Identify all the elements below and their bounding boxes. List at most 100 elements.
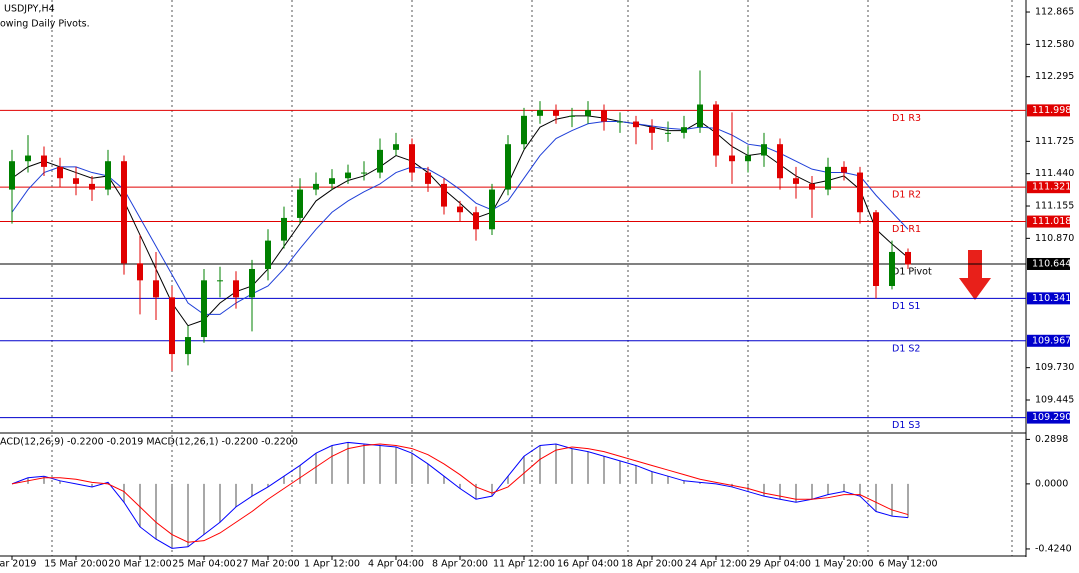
price-tag-label: 111.998 [1032, 105, 1071, 116]
candle-body [137, 263, 143, 281]
candle-body [473, 212, 479, 230]
candle-body [761, 144, 767, 156]
candle-body [201, 280, 207, 338]
candle-body [873, 212, 879, 286]
x-tick-label: 6 May 12:00 [878, 559, 937, 570]
macd-legend: ACD(12,26,9) -0.2200 -0.2019 MACD(12,26,… [0, 437, 298, 448]
y-tick-label: 0.2898 [1035, 434, 1068, 445]
candle-body [409, 144, 415, 173]
pivot-name: D1 R1 [892, 224, 921, 235]
x-tick-label: ar 2019 [0, 559, 36, 570]
candle-body [713, 104, 719, 156]
price-tag [1027, 104, 1070, 117]
indicator-note: owing Daily Pivots. [0, 19, 90, 30]
candle-body [857, 172, 863, 213]
x-tick-label: 1 Apr 12:00 [304, 559, 360, 570]
candle-body [153, 280, 159, 298]
pivot-name: D1 Pivot [892, 266, 932, 277]
indicator-line [11, 121, 909, 315]
candle-body [745, 155, 751, 162]
candle-body [569, 115, 575, 117]
candle-body [393, 144, 399, 150]
candle-body [265, 240, 271, 269]
pivot-name: D1 R3 [892, 113, 921, 124]
pivot-name: D1 S1 [892, 301, 920, 312]
candle-body [649, 127, 655, 133]
price-tag-label: 109.290 [1032, 412, 1071, 423]
pivot-name: D1 R2 [892, 190, 921, 201]
price-tag [1027, 257, 1070, 270]
x-tick-label: 25 Mar 04:00 [172, 559, 235, 570]
y-tick-label: 112.580 [1035, 39, 1074, 50]
candle-body [89, 183, 95, 190]
candle-body [905, 251, 911, 265]
candle-body [681, 127, 687, 133]
y-tick-label: 111.155 [1035, 201, 1074, 212]
x-tick-label: 27 Mar 20:00 [236, 559, 299, 570]
y-tick-label: 109.730 [1035, 362, 1074, 373]
price-tag-label: 111.321 [1032, 182, 1071, 193]
y-tick-label: 0.0000 [1035, 478, 1068, 489]
candle-body [345, 172, 351, 179]
candle-body [169, 297, 175, 355]
price-tag-label: 110.644 [1032, 258, 1071, 269]
price-tag [1027, 215, 1070, 228]
price-tag-label: 109.967 [1032, 335, 1071, 346]
candle-body [841, 166, 847, 173]
candle-body [521, 115, 527, 145]
x-tick-label: 20 Mar 12:00 [108, 559, 171, 570]
candle-body [377, 149, 383, 173]
chart-title: USDJPY,H4 [4, 4, 55, 15]
candle-body [217, 280, 223, 282]
candle-body [537, 110, 543, 116]
down-arrow [959, 250, 991, 300]
candle-body [313, 183, 319, 190]
x-tick-label: 8 Apr 20:00 [432, 559, 488, 570]
y-tick-label: 111.725 [1035, 136, 1074, 147]
indicator-line [11, 443, 909, 543]
candle-body [777, 144, 783, 179]
candle-body [585, 110, 591, 116]
pivot-name: D1 S3 [892, 420, 920, 431]
candle-body [665, 132, 671, 134]
x-tick-label: 11 Apr 12:00 [493, 559, 555, 570]
y-tick-label: -0.4240 [1035, 543, 1072, 554]
candle-body [457, 206, 463, 213]
candle-body [553, 110, 559, 116]
candle-body [697, 104, 703, 128]
x-tick-label: 18 Apr 20:00 [621, 559, 683, 570]
y-tick-label: 109.445 [1035, 395, 1074, 406]
candle-body [73, 178, 79, 184]
candle-body [425, 172, 431, 184]
x-tick-label: 1 May 20:00 [814, 559, 873, 570]
candle-body [889, 251, 895, 286]
candle-body [57, 166, 63, 179]
x-tick-label: 24 Apr 12:00 [685, 559, 747, 570]
candle-body [249, 268, 255, 298]
candle-body [441, 183, 447, 207]
y-tick-label: 110.870 [1035, 233, 1074, 244]
candle-body [793, 178, 799, 184]
candle-body [729, 155, 735, 162]
price-tag [1027, 411, 1070, 424]
x-tick-label: 16 Apr 04:00 [557, 559, 619, 570]
candle-body [25, 155, 31, 162]
candle-body [489, 189, 495, 230]
price-tag [1027, 334, 1070, 347]
candle-body [185, 337, 191, 355]
candle-body [41, 155, 47, 167]
y-tick-label: 111.440 [1035, 168, 1074, 179]
price-tag-label: 111.018 [1032, 216, 1071, 227]
candle-body [825, 166, 831, 190]
candle-body [9, 161, 15, 190]
price-tag-label: 110.341 [1032, 293, 1071, 304]
candle-body [809, 183, 815, 190]
y-tick-label: 112.865 [1035, 7, 1074, 18]
candle-body [329, 178, 335, 184]
candle-body [601, 110, 607, 122]
x-tick-label: 4 Apr 04:00 [368, 559, 424, 570]
pivot-name: D1 S2 [892, 343, 920, 354]
indicator-line [11, 441, 909, 549]
